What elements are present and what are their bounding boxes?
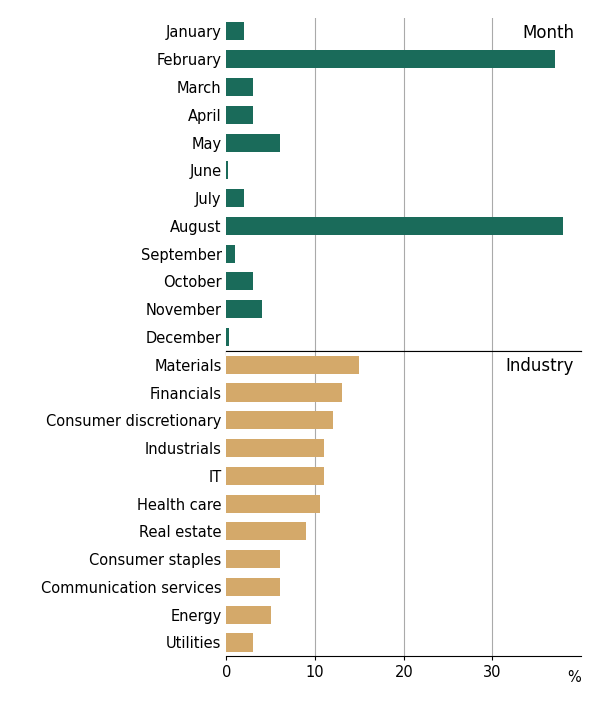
Text: Industry: Industry <box>505 357 574 375</box>
Bar <box>226 161 228 179</box>
Bar <box>226 439 324 457</box>
Bar <box>226 217 563 235</box>
Bar <box>226 578 280 596</box>
Bar <box>226 50 554 68</box>
Bar <box>226 22 244 41</box>
Bar <box>226 633 253 651</box>
Text: %: % <box>567 670 581 685</box>
Bar <box>226 133 280 152</box>
Bar <box>226 189 244 207</box>
Bar <box>226 522 306 541</box>
Bar <box>226 244 235 263</box>
Bar <box>226 356 359 373</box>
Bar <box>226 106 253 124</box>
Bar <box>226 495 319 512</box>
Bar <box>226 78 253 96</box>
Bar <box>226 550 280 568</box>
Bar <box>226 606 271 624</box>
Bar <box>226 383 342 402</box>
Bar <box>226 467 324 485</box>
Bar <box>226 328 229 346</box>
Bar <box>226 300 262 318</box>
Bar <box>226 411 333 430</box>
Bar <box>226 272 253 291</box>
Text: Month: Month <box>522 24 574 42</box>
